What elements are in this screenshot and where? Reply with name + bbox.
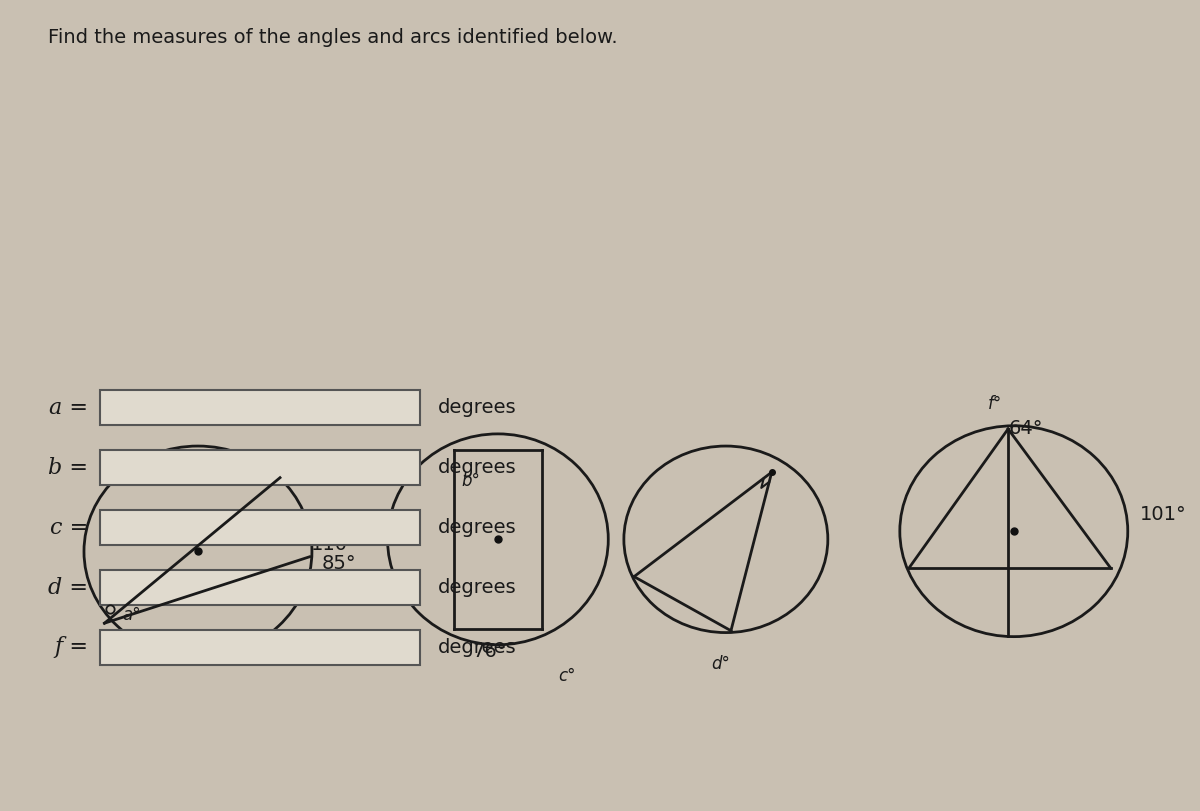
FancyBboxPatch shape — [100, 630, 420, 665]
Text: c°: c° — [559, 667, 576, 684]
FancyBboxPatch shape — [100, 510, 420, 545]
Text: f°: f° — [988, 395, 1002, 413]
FancyBboxPatch shape — [100, 450, 420, 485]
Text: degrees: degrees — [438, 458, 516, 477]
Text: 110°: 110° — [311, 535, 358, 555]
Text: degrees: degrees — [438, 398, 516, 417]
Text: d =: d = — [48, 577, 88, 599]
Text: 101°: 101° — [1140, 505, 1187, 525]
Text: 76°: 76° — [473, 642, 506, 661]
Text: b°: b° — [462, 472, 481, 490]
Text: 64°: 64° — [1008, 419, 1043, 438]
Text: d°: d° — [712, 654, 731, 672]
Text: Find the measures of the angles and arcs identified below.: Find the measures of the angles and arcs… — [48, 28, 618, 47]
Text: degrees: degrees — [438, 578, 516, 597]
Text: f =: f = — [54, 637, 88, 659]
FancyBboxPatch shape — [100, 390, 420, 425]
Text: a =: a = — [49, 397, 88, 418]
Text: degrees: degrees — [438, 518, 516, 537]
Text: a°: a° — [122, 606, 142, 624]
Text: degrees: degrees — [438, 638, 516, 657]
FancyBboxPatch shape — [100, 570, 420, 605]
Text: b =: b = — [48, 457, 88, 478]
Text: 85°: 85° — [322, 554, 356, 573]
Text: c =: c = — [49, 517, 88, 539]
